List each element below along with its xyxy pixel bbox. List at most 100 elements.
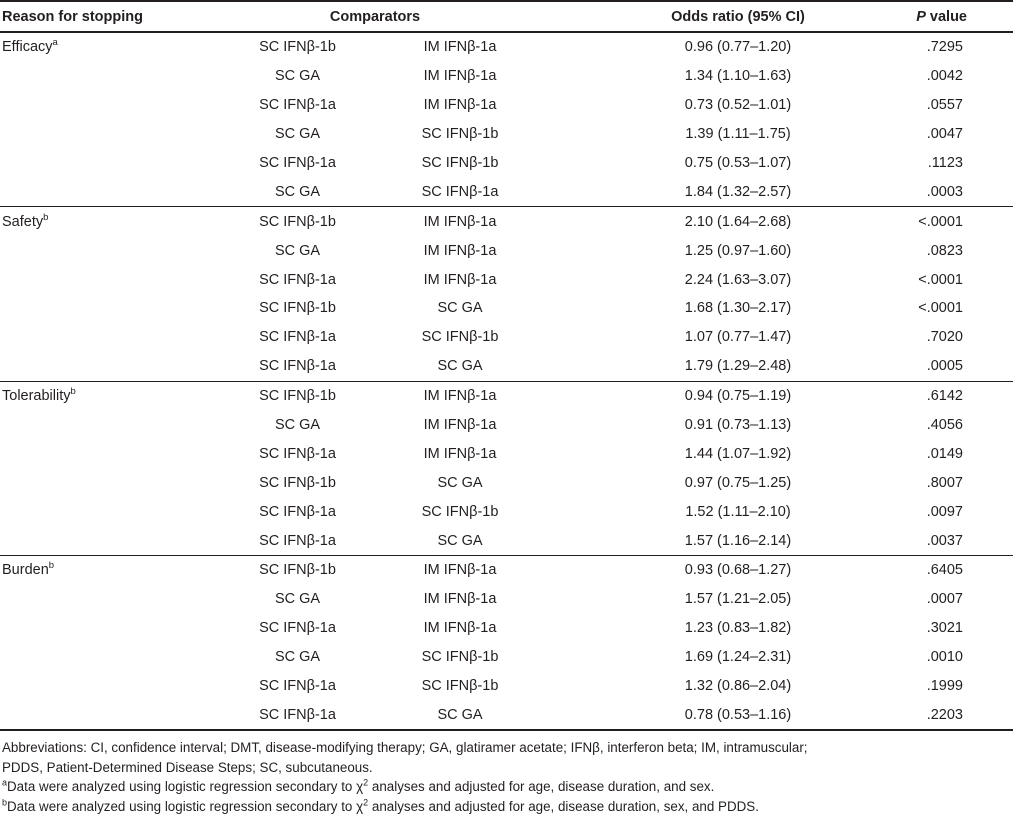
table-row: SC GA IM IFNβ-1a 1.57 (1.21–2.05) .0007 bbox=[0, 585, 1013, 614]
footnote-marker: b bbox=[43, 211, 49, 223]
p-value-cell: .7020 bbox=[926, 329, 963, 346]
table-row: SC IFNβ-1b SC GA 1.68 (1.30–2.17) <.0001 bbox=[0, 294, 1013, 323]
p-value-cell: .0042 bbox=[926, 68, 963, 85]
odds-ratio-cell: 0.75 (0.53–1.07) bbox=[684, 155, 792, 171]
table-row: SC IFNβ-1a SC IFNβ-1b 0.75 (0.53–1.07) .112… bbox=[0, 149, 1013, 178]
comparator-2-cell: IM IFNβ-1a bbox=[370, 380, 550, 411]
comparator-1-cell: SC IFNβ-1b bbox=[259, 474, 336, 491]
comparator-1-cell: SC IFNβ-1a bbox=[259, 503, 336, 520]
footnote-marker: b bbox=[48, 560, 55, 572]
odds-ratio-cell: 0.78 (0.53–1.16) bbox=[684, 706, 792, 723]
table-row: SC IFNβ-1a SC IFNβ-1b 1.52 (1.11–2.10) .009… bbox=[0, 497, 1013, 526]
table-row: Burdenb SC IFNβ-1b IM IFNβ-1a 0.93 (0.68–1.… bbox=[0, 555, 1013, 585]
reason-cell bbox=[0, 614, 225, 643]
odds-ratio-cell: 1.52 (1.11–2.10) bbox=[685, 503, 791, 520]
comparator-2-cell: SC GA bbox=[437, 532, 483, 549]
reason-cell bbox=[0, 62, 225, 91]
p-value-italic-p: P bbox=[916, 8, 926, 25]
comparator-2-cell: SC IFNβ-1b bbox=[421, 329, 499, 346]
table-row: SC IFNβ-1a IM IFNβ-1a 1.44 (1.07–1.92) .014… bbox=[0, 439, 1013, 468]
p-value-cell: .8007 bbox=[926, 474, 963, 491]
reason-cell bbox=[0, 265, 225, 294]
table-row: SC IFNβ-1a SC IFNβ-1b 1.07 (0.77–1.47) .702… bbox=[0, 323, 1013, 352]
odds-ratio-table: Reason for stopping Comparators Odds rat… bbox=[0, 0, 1013, 732]
reason-cell: Efficacya bbox=[0, 32, 225, 62]
footnote-a-text: Data were analyzed using logistic regres… bbox=[7, 779, 364, 795]
chi-squared-exponent: 2 bbox=[363, 797, 369, 808]
table-row: SC IFNβ-1a SC GA 0.78 (0.53–1.16) .2203 bbox=[0, 700, 1013, 730]
header-row: Reason for stopping Comparators Odds rat… bbox=[0, 1, 1013, 33]
p-value-cell: .0047 bbox=[926, 126, 963, 143]
table-row: SC IFNβ-1b SC GA 0.97 (0.75–1.25) .8007 bbox=[0, 468, 1013, 497]
table-body: Efficacya SC IFNβ-1b IM IFNβ-1a 0.96 (0.77–… bbox=[0, 32, 1013, 730]
comparator-2-cell: SC IFNβ-1b bbox=[421, 155, 499, 171]
comparator-2-cell: SC GA bbox=[437, 706, 483, 723]
comparator-2-cell: SC GA bbox=[437, 300, 483, 317]
reason-cell bbox=[0, 91, 225, 120]
table-row: Efficacya SC IFNβ-1b IM IFNβ-1a 0.96 (0.77–… bbox=[0, 32, 1013, 62]
reason-label: Burden bbox=[2, 562, 49, 579]
p-value-cell: .0007 bbox=[926, 591, 963, 608]
chi-squared-exponent: 2 bbox=[363, 777, 369, 788]
reason-cell bbox=[0, 439, 225, 468]
reason-cell bbox=[0, 526, 225, 555]
table-row: SC GA IM IFNβ-1a 1.25 (0.97–1.60) .0823 bbox=[0, 236, 1013, 265]
reason-cell bbox=[0, 120, 225, 149]
abbreviations-note-line2: PDDS, Patient-Determined Disease Steps; … bbox=[2, 759, 373, 775]
comparator-2-cell: SC IFNβ-1b bbox=[421, 503, 499, 520]
comparator-1-cell: SC GA bbox=[274, 68, 321, 85]
reason-cell: Safetyb bbox=[0, 206, 225, 237]
p-value-cell: .0823 bbox=[926, 242, 963, 259]
col-header-reason: Reason for stopping bbox=[0, 1, 225, 33]
p-value-cell: .6142 bbox=[872, 380, 1013, 411]
p-value-cell: .3021 bbox=[926, 620, 963, 637]
odds-ratio-cell: 1.68 (1.30–2.17) bbox=[684, 300, 792, 317]
reason-cell: Tolerabilityb bbox=[0, 380, 225, 411]
comparator-1-cell: SC IFNβ-1a bbox=[259, 155, 336, 171]
odds-ratio-cell: 1.07 (0.77–1.47) bbox=[684, 329, 792, 346]
reason-cell bbox=[0, 323, 225, 352]
comparator-2-cell: SC IFNβ-1a bbox=[421, 183, 499, 200]
reason-label: Safety bbox=[2, 213, 44, 230]
reason-cell bbox=[0, 149, 225, 178]
table-row: SC IFNβ-1a IM IFNβ-1a 1.23 (0.83–1.82) .302… bbox=[0, 614, 1013, 643]
comparator-2-cell: IM IFNβ-1a bbox=[423, 591, 497, 608]
reason-cell bbox=[0, 468, 225, 497]
reason-cell bbox=[0, 643, 225, 672]
reason-label: Tolerability bbox=[2, 388, 71, 405]
odds-ratio-cell: 0.73 (0.52–1.01) bbox=[684, 97, 792, 114]
reason-cell bbox=[0, 177, 225, 206]
table-row: SC GA SC IFNβ-1b 1.69 (1.24–2.31) .0010 bbox=[0, 643, 1013, 672]
comparator-2-cell: SC GA bbox=[437, 474, 483, 491]
comparator-2-cell: IM IFNβ-1a bbox=[370, 555, 550, 585]
p-value-cell: .0003 bbox=[926, 183, 963, 200]
odds-ratio-cell: 0.93 (0.68–1.27) bbox=[550, 555, 872, 585]
odds-ratio-cell: 1.84 (1.32–2.57) bbox=[684, 183, 792, 200]
odds-ratio-cell: 1.23 (0.83–1.82) bbox=[684, 620, 792, 637]
p-value-cell: <.0001 bbox=[918, 300, 963, 317]
table-row: SC GA SC IFNβ-1a 1.84 (1.32–2.57) .0003 bbox=[0, 177, 1013, 206]
footnote-b-marker: b bbox=[2, 797, 8, 808]
table-row: SC IFNβ-1a SC IFNβ-1b 1.32 (0.86–2.04) .199… bbox=[0, 672, 1013, 701]
comparator-2-cell: IM IFNβ-1a bbox=[423, 68, 497, 85]
comparator-2-cell: IM IFNβ-1a bbox=[423, 445, 497, 462]
comparator-2-cell: SC IFNβ-1b bbox=[421, 678, 499, 695]
comparator-2-cell: SC IFNβ-1b bbox=[421, 126, 499, 143]
odds-ratio-cell: 1.39 (1.11–1.75) bbox=[685, 126, 791, 143]
p-value-cell: .0010 bbox=[926, 649, 963, 666]
comparator-2-cell: IM IFNβ-1a bbox=[370, 206, 550, 237]
p-value-cell: .1999 bbox=[926, 678, 963, 695]
col-header-p-value: P value bbox=[872, 1, 1013, 33]
table-row: SC IFNβ-1a SC GA 1.57 (1.16–2.14) .0037 bbox=[0, 526, 1013, 555]
comparator-2-cell: IM IFNβ-1a bbox=[423, 417, 497, 434]
table-row: Tolerabilityb SC IFNβ-1b IM IFNβ-1a 0.94 (0… bbox=[0, 380, 1013, 411]
comparator-1-cell: SC IFNβ-1b bbox=[259, 39, 336, 56]
comparator-2-cell: IM IFNβ-1a bbox=[423, 97, 497, 114]
comparator-1-cell: SC IFNβ-1a bbox=[259, 329, 336, 346]
comparator-1-cell: SC GA bbox=[274, 649, 321, 666]
comparator-2-cell: IM IFNβ-1a bbox=[423, 620, 497, 637]
comparator-1-cell: SC IFNβ-1a bbox=[259, 706, 336, 723]
reason-cell bbox=[0, 294, 225, 323]
odds-ratio-cell: 1.57 (1.21–2.05) bbox=[684, 591, 792, 608]
